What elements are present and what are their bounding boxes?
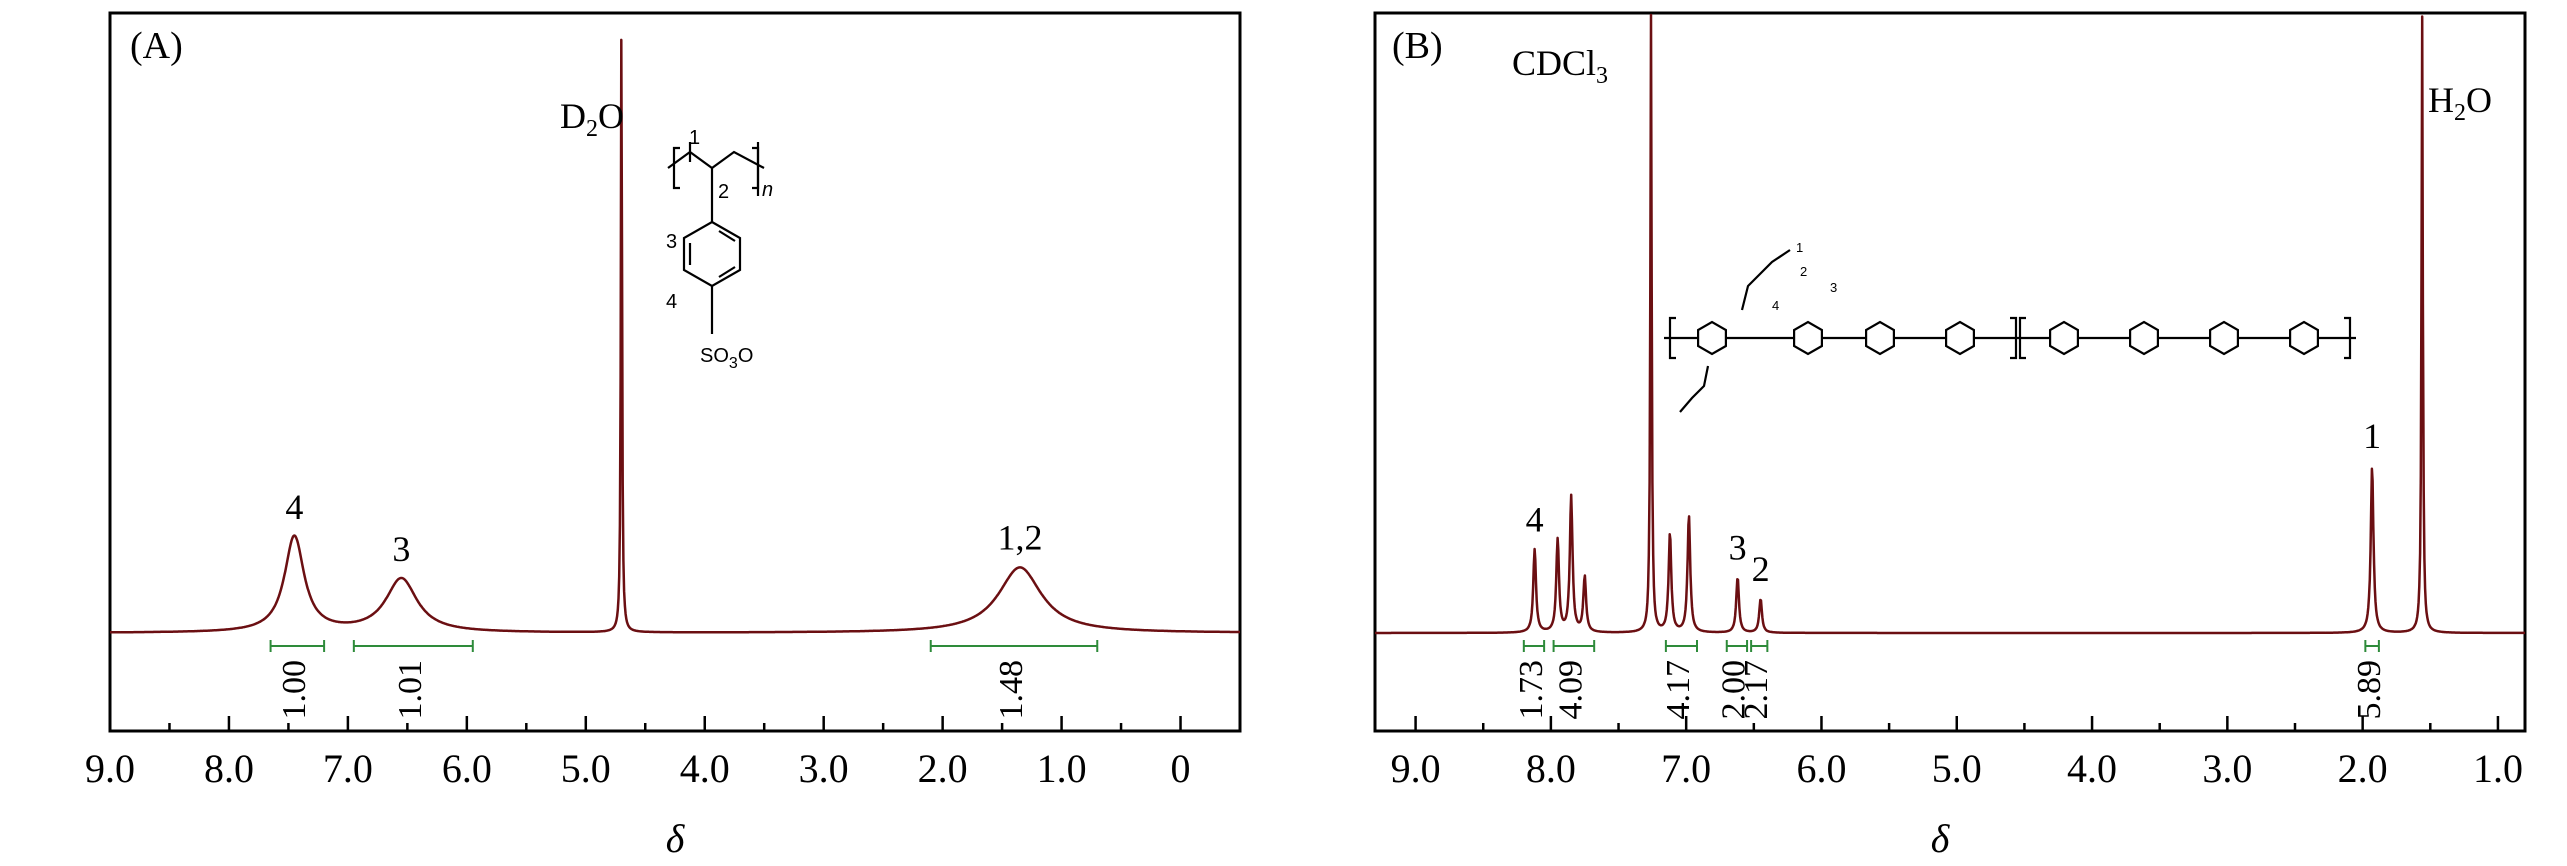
x-tick-label: 3.0 xyxy=(2202,746,2252,791)
panel-b-x-axis: 9.0 8.0 7.0 6.0 5.0 4.0 3.0 2.0 1.0 xyxy=(1391,716,2523,791)
copolymer-benzene-ring xyxy=(1864,320,1896,356)
x-tick-label: 4.0 xyxy=(680,746,730,791)
integral-value: 1.73 xyxy=(1513,660,1550,720)
peak-label: 1,2 xyxy=(997,517,1042,557)
copolymer-benzene-ring xyxy=(2289,320,2319,356)
copolymer-benzene-ring xyxy=(1944,320,1976,356)
integral-value: 5.89 xyxy=(2351,660,2388,720)
panel-a: (A) 43 1,2 1.00 1.01 1.48 9.0 8.0 7.0 6.0 5.0 4.… xyxy=(85,11,1242,861)
x-tick-label: 6.0 xyxy=(1796,746,1846,791)
panel-b-h2o-label: H2O xyxy=(2428,80,2492,126)
panel-b-integrals: 1.73 4.09 4.17 2.002.17 5.89 xyxy=(1513,640,2388,720)
panel-a-x-axis-label: δ xyxy=(666,816,686,861)
peak-label: 3 xyxy=(1729,527,1747,567)
integral-value: 1.01 xyxy=(392,660,429,720)
panel-a-d2o-label: D2O xyxy=(560,96,624,142)
integral-value: 2.00 xyxy=(1716,660,1753,720)
copolymer-benzene-ring xyxy=(1792,320,1824,356)
x-tick-label: 7.0 xyxy=(1661,746,1711,791)
pss-label-1: 1 xyxy=(689,127,700,149)
pss-label-n: n xyxy=(762,179,773,201)
copolymer-label-4: 4 xyxy=(1772,298,1779,313)
pss-left-bracket xyxy=(672,146,680,190)
copolymer-benzene-ring xyxy=(2209,320,2239,356)
x-tick-label: 8.0 xyxy=(1526,746,1576,791)
x-tick-label: 4.0 xyxy=(2067,746,2117,791)
allyl-group-top xyxy=(1740,249,1791,311)
integral-value: 1.00 xyxy=(276,660,313,720)
allyl-group-bottom xyxy=(1679,365,1710,413)
panel-a-x-axis: 9.0 8.0 7.0 6.0 5.0 4.0 3.0 2.0 1.0 0 xyxy=(85,716,1242,791)
copolymer-benzene-ring xyxy=(2129,320,2159,356)
pss-label-3: 3 xyxy=(666,231,677,253)
pss-label-2: 2 xyxy=(718,181,729,203)
pss-benzene-ring xyxy=(682,220,742,288)
panel-a-structure-pss: 1 2 3 4 n SO3O xyxy=(666,127,773,372)
integral-value: 4.17 xyxy=(1660,660,1697,720)
peak-label: 1 xyxy=(2363,416,2381,456)
panel-a-spectrum-line xyxy=(109,38,1241,634)
pss-sulfonate-label: SO3O xyxy=(700,345,753,372)
copolymer-benzene-ring xyxy=(1696,320,1728,356)
panel-b-spectrum-line xyxy=(1374,13,2526,635)
x-tick-label: 2.0 xyxy=(2338,746,2388,791)
copolymer-label-1: 1 xyxy=(1796,240,1803,255)
peak-label: 2 xyxy=(1752,549,1770,589)
pss-backbone xyxy=(667,150,765,170)
panel-b-x-axis-label: δ xyxy=(1931,816,1951,861)
integral-value: 1.48 xyxy=(993,660,1030,720)
x-tick-label: 0 xyxy=(1171,746,1191,791)
x-tick-label: 9.0 xyxy=(85,746,135,791)
x-tick-label: 3.0 xyxy=(799,746,849,791)
x-tick-label: 9.0 xyxy=(1391,746,1441,791)
copolymer-label-3: 3 xyxy=(1830,280,1837,295)
x-tick-label: 2.0 xyxy=(918,746,968,791)
panel-b-frame xyxy=(1373,11,2527,733)
x-tick-label: 8.0 xyxy=(204,746,254,791)
panel-a-label: (A) xyxy=(130,25,183,67)
panel-a-peak-labels: 43 1,2 xyxy=(285,487,1042,569)
x-tick-label: 7.0 xyxy=(323,746,373,791)
panel-b-peak-labels: 4 32 1 xyxy=(1526,416,2381,589)
x-tick-label: 5.0 xyxy=(561,746,611,791)
panel-a-integrals: 1.00 1.01 1.48 xyxy=(269,640,1099,720)
integral-value: 4.09 xyxy=(1553,660,1590,720)
x-tick-label: 1.0 xyxy=(1037,746,1087,791)
x-tick-label: 1.0 xyxy=(2473,746,2523,791)
copolymer-rings xyxy=(1696,320,2319,356)
integral-value: 2.17 xyxy=(1738,660,1775,720)
peak-label: 3 xyxy=(392,529,410,569)
copolymer-label-2: 2 xyxy=(1800,264,1807,279)
panel-b-cdcl3-label: CDCl3 xyxy=(1512,43,1608,89)
x-tick-label: 5.0 xyxy=(1932,746,1982,791)
panel-b-structure-copolymer: 1 2 3 4 xyxy=(1664,240,2356,413)
x-tick-label: 6.0 xyxy=(442,746,492,791)
panel-a-frame xyxy=(108,11,1242,733)
peak-label: 4 xyxy=(1526,500,1544,540)
peak-label: 4 xyxy=(285,487,303,527)
panel-b-label: (B) xyxy=(1392,25,1443,67)
copolymer-benzene-ring xyxy=(2049,320,2079,356)
pss-label-4: 4 xyxy=(666,291,677,313)
